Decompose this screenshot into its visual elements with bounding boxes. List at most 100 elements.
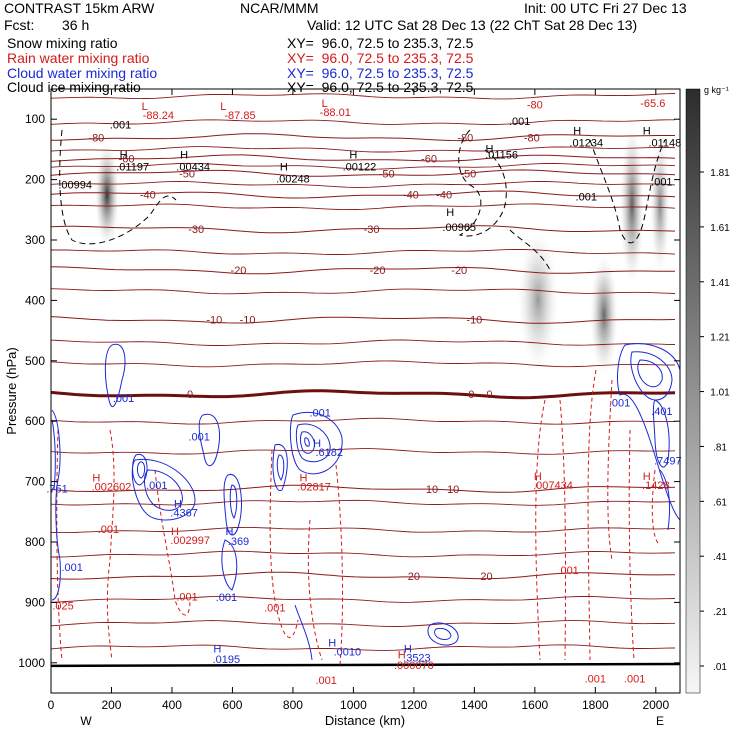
isotherm-line [51, 644, 676, 651]
contour-annotation: H [174, 499, 182, 511]
snow-shade-west [95, 143, 119, 247]
isotherm-label: -20 [370, 265, 386, 277]
contour-annotation: .001 [98, 524, 119, 536]
ice-contour-1400 [509, 229, 551, 271]
isotherm-line [51, 146, 676, 153]
legend-snow-xy: XY= 96.0, 72.5 to 235.3, 72.5 [287, 35, 474, 51]
isotherm-label: -30 [364, 224, 380, 236]
colorbar-label: 1.81 [710, 168, 730, 179]
contour-annotations: L-88.24L-87.85L-88.01-65.6-80.001.001H.0… [46, 98, 681, 687]
isotherm-label: -80 [88, 132, 104, 144]
ice-contour-mid [458, 129, 507, 237]
isotherm-line [51, 360, 676, 368]
legend-snow-label: Snow mixing ratio [7, 35, 118, 51]
valid-time: Valid: 12 UTC Sat 28 Dec 13 (22 ChT Sat … [307, 17, 638, 33]
rain-contour-1870 [607, 379, 613, 561]
contour-annotation: .401 [651, 406, 672, 418]
isotherm-label: 0 [486, 389, 492, 401]
y-tick-label: 200 [25, 173, 45, 187]
contour-annotation: .001 [576, 192, 597, 204]
cloud-contour-east-low [652, 399, 670, 468]
cloud-contour-200 [104, 343, 126, 408]
y-tick-label: 100 [25, 112, 45, 126]
legend-cloud-ice-xy: XY= 96.0, 72.5 to 235.3, 72.5 [287, 79, 474, 95]
contour-annotation: .01197 [116, 162, 149, 174]
contour-annotation: .00122 [343, 162, 377, 174]
contour-annotation: .001 [216, 592, 237, 604]
isotherm-line [51, 595, 676, 603]
contour-annotation: H [573, 125, 581, 137]
contour-annotation: -80 [527, 99, 543, 111]
model-title: CONTRAST 15km ARW [4, 0, 155, 16]
isotherm-line [51, 93, 676, 100]
isotherm-line [51, 484, 676, 493]
contour-annotation: -65.6 [640, 98, 665, 110]
contour-annotation: .000070 [394, 660, 434, 672]
x-tick-label: 600 [222, 698, 242, 712]
cloud-contour-low-800 [294, 604, 313, 661]
contour-annotation: H [486, 143, 494, 155]
colorbar-label: .21 [713, 607, 727, 618]
y-tick-label: 900 [25, 595, 45, 609]
contour-annotation: H [349, 149, 357, 161]
cloud-contour-1250 [427, 622, 459, 646]
cloud-water-contours [51, 343, 680, 661]
cloud-contour-east-outer [617, 343, 680, 521]
ice-contour-east [589, 139, 666, 244]
colorbar-label: .01 [713, 662, 727, 673]
contour-annotation: .001 [651, 177, 672, 189]
contour-annotation: .1428 [642, 480, 670, 492]
contour-annotation: .001 [315, 675, 336, 687]
colorbar-label: .81 [713, 442, 727, 453]
isotherm-label: -50 [179, 169, 195, 181]
cloud-contour-east-inner [637, 359, 663, 388]
isotherm-line [51, 162, 676, 170]
contour-annotation: .025 [52, 601, 73, 613]
plot-frame [50, 88, 681, 694]
fcst-value: 36 h [62, 17, 90, 33]
contour-annotation: .001 [110, 119, 131, 131]
contour-annotation: .6182 [315, 447, 343, 459]
x-tick-label: 800 [283, 698, 303, 712]
contour-annotation: .001 [188, 432, 209, 444]
cloud-contour-760-inner [276, 454, 285, 481]
y-tick-label: 400 [25, 293, 45, 307]
cloud-contour-east-mid [630, 351, 673, 401]
cloud-contour-420-inner [144, 469, 183, 511]
contour-annotation: H [328, 637, 336, 649]
cloud-contour-420-outer [131, 458, 196, 521]
isotherm-label: -10 [206, 315, 222, 327]
x-tick-label: 1000 [340, 698, 367, 712]
snow-shading [95, 125, 670, 375]
contour-annotation: .0195 [213, 654, 241, 666]
axes: 0 200 400 600 800 1000 1200 1400 1600 1800 2000100… [18, 89, 680, 712]
contour-annotation: .001 [264, 602, 285, 614]
contour-annotation: H [398, 650, 406, 662]
isotherm-label: -40 [403, 190, 419, 202]
rain-contour-880 [307, 519, 323, 661]
isotherm-line [51, 180, 676, 188]
x-end-west: W [80, 714, 92, 728]
rain-water-contours [56, 369, 661, 666]
contour-annotation: .01156 [485, 149, 518, 161]
x-tick-label: 1400 [461, 698, 488, 712]
isotherm-line [51, 249, 676, 255]
x-tick-label: 1600 [521, 698, 548, 712]
contour-annotation: .00994 [58, 180, 92, 192]
contour-annotation: .00965 [442, 222, 476, 234]
colorbar-label: 1.01 [710, 388, 730, 399]
contour-annotation: .751 [46, 483, 67, 495]
isotherm-label: -20 [451, 265, 467, 277]
x-tick-label: 2000 [642, 698, 669, 712]
contour-annotation: .02817 [297, 482, 331, 494]
colorbar-label: 1.61 [710, 223, 730, 234]
isotherm-lines: -80 -80 -80 -60 -60 -50 -50 -50 -40 -40 -40 -30 -30 -… [51, 93, 680, 668]
org-label: NCAR/MMM [240, 0, 319, 16]
isotherm-label: -50 [379, 169, 395, 181]
rain-contour-1940 [628, 429, 635, 661]
y-tick-label: 600 [25, 414, 45, 428]
cloud-contour-300 [132, 454, 148, 486]
cloud-contour-east-low2 [659, 469, 671, 531]
contour-annotation: H [446, 207, 454, 219]
